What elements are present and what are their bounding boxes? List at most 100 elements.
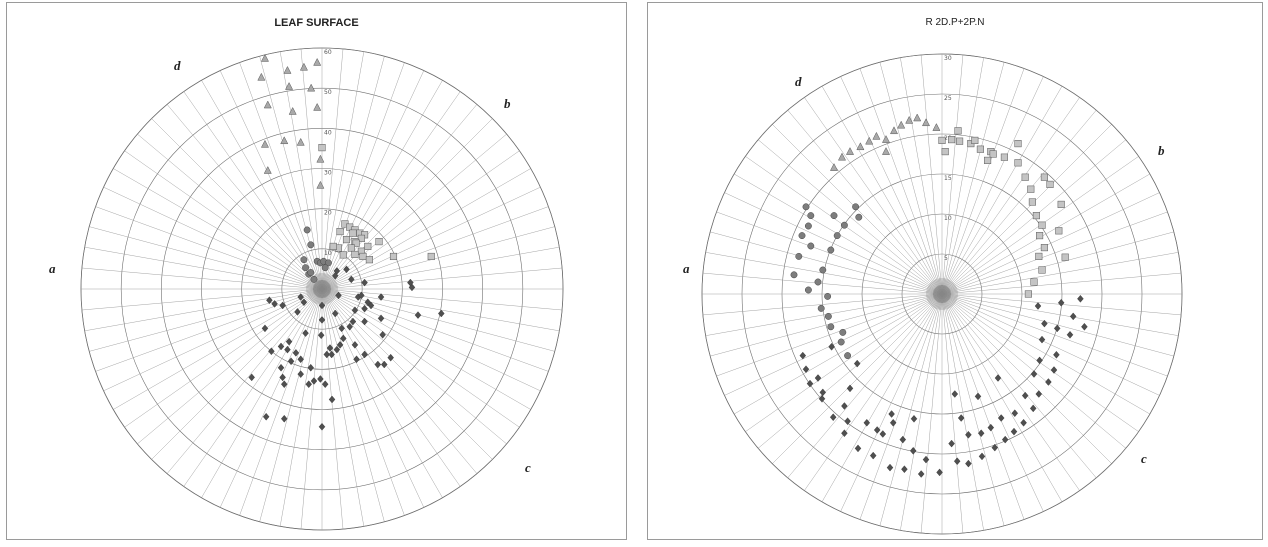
grid-spoke [300, 48, 323, 290]
point-diamond [844, 417, 851, 426]
ring-tick-labels: 10 20 30 40 50 60 [324, 49, 332, 257]
point-diamond [1036, 356, 1043, 365]
point-triangle [889, 126, 899, 135]
point-circle [817, 304, 825, 312]
point-diamond [1038, 335, 1046, 344]
grid-spoke [113, 168, 323, 290]
grid-spoke [239, 62, 323, 290]
grid-spoke [758, 293, 943, 449]
point-diamond [268, 347, 275, 356]
tick-label: 20 [944, 135, 952, 142]
point-circle [300, 256, 308, 264]
grid-spoke [95, 288, 323, 372]
point-diamond [438, 309, 445, 318]
grid-spoke [124, 288, 323, 428]
grid-spoke [321, 288, 549, 372]
point-diamond [328, 350, 335, 359]
point-diamond [853, 359, 861, 368]
point-diamond [1029, 404, 1037, 413]
point-circle [804, 286, 812, 294]
point-circle [852, 203, 860, 211]
grid-spoke [941, 231, 1174, 295]
point-circle [802, 203, 810, 211]
tick-label: 20 [324, 210, 332, 217]
point-triangle [313, 102, 322, 111]
point-diamond [407, 278, 414, 287]
grid-spoke [321, 51, 365, 290]
point-triangle [829, 163, 839, 171]
grid-spoke [900, 293, 943, 531]
grid-spoke [321, 288, 555, 352]
point-circle [819, 266, 827, 274]
grid-spoke [941, 293, 1005, 526]
grid-spoke [137, 133, 323, 290]
grid-spoke [859, 68, 943, 295]
point-triangle [307, 83, 316, 92]
point-circle [302, 264, 309, 272]
point-diamond [297, 370, 304, 378]
grid-spoke [321, 133, 507, 290]
point-diamond [841, 429, 848, 438]
point-diamond [1020, 418, 1027, 427]
point-diamond [374, 360, 382, 369]
point-diamond [1053, 350, 1060, 359]
point-diamond [294, 308, 301, 316]
point-square [375, 238, 383, 246]
grid-spoke [702, 272, 943, 295]
grid-spoke [321, 288, 443, 498]
point-diamond [1011, 409, 1019, 418]
point-diamond [361, 317, 368, 326]
tick-label: 25 [944, 95, 952, 102]
grid-spoke [734, 293, 943, 415]
point-diamond [307, 363, 315, 372]
grid-spoke [920, 293, 943, 534]
point-diamond [340, 334, 347, 343]
point-square [1024, 290, 1032, 298]
point-diamond [262, 412, 270, 421]
point-diamond [889, 418, 897, 427]
point-diamond [331, 271, 339, 280]
point-triangle [313, 57, 322, 66]
point-diamond [328, 395, 336, 404]
grid-spoke [941, 272, 1182, 295]
point-circle [840, 221, 848, 229]
grid-spoke [279, 51, 323, 290]
grid-spoke [840, 293, 943, 512]
point-diamond [284, 345, 291, 354]
point-triangle [913, 113, 922, 122]
point-diamond [901, 465, 908, 474]
quadrant-label-c: c [525, 460, 531, 475]
point-diamond [1021, 391, 1029, 400]
point-diamond [917, 470, 925, 478]
point-triangle [837, 152, 847, 161]
point-diamond [994, 374, 1002, 382]
point-triangle [283, 65, 292, 74]
grid-spoke [259, 56, 323, 290]
tick-label: 5 [944, 255, 948, 262]
grid-spoke [705, 293, 943, 336]
grid-spoke [941, 211, 1168, 295]
grid-spoke [321, 288, 461, 487]
point-square [349, 229, 357, 237]
point-triangle [856, 142, 865, 151]
point-square [971, 136, 979, 144]
point-circle [324, 259, 332, 267]
grid-spoke [941, 293, 1150, 415]
point-diamond [292, 349, 300, 357]
point-triangle [285, 82, 294, 90]
point-circle [830, 212, 838, 220]
point-diamond [948, 439, 955, 448]
grid-spoke [103, 288, 323, 392]
point-diamond [361, 350, 368, 359]
chart-title: R 2D.P+2P.N [925, 17, 985, 28]
point-diamond [997, 414, 1005, 422]
point-diamond [819, 388, 827, 397]
point-triangle [299, 62, 308, 71]
point-diamond [323, 350, 331, 359]
point-diamond [974, 392, 982, 401]
point-square [948, 136, 956, 144]
grid-spoke [941, 54, 964, 295]
point-diamond [869, 451, 877, 460]
quadrant-label-c: c [1141, 451, 1147, 466]
point-triangle [881, 147, 891, 155]
